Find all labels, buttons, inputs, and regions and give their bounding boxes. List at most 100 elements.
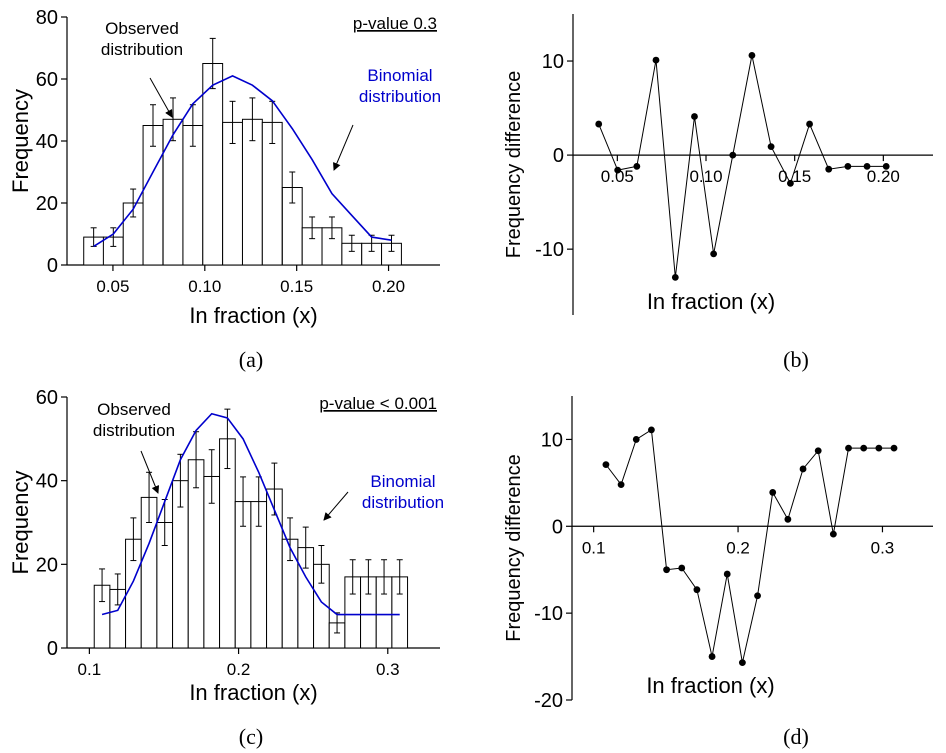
binomial-label-line1: Binomial (367, 66, 432, 85)
difference-point (648, 426, 655, 434)
observed-label-line2: distribution (93, 421, 175, 440)
difference-point (829, 530, 837, 538)
y-tick-label: 0 (47, 638, 58, 660)
difference-point (691, 113, 698, 120)
difference-point (693, 586, 701, 594)
observed-label-line1: Observed (97, 400, 171, 419)
difference-point (671, 273, 679, 281)
observed-label-line2: distribution (101, 40, 183, 59)
x-tick-label: 0.15 (280, 277, 313, 296)
x-tick-label: 0.2 (726, 538, 750, 557)
x-tick-label: 0.3 (871, 538, 895, 557)
x-tick-label: 0.2 (227, 660, 251, 679)
y-tick-label: 10 (541, 429, 563, 451)
x-axis-title: In fraction (x) (189, 303, 317, 328)
y-tick-label: 40 (36, 131, 58, 153)
caption-a: (a) (239, 347, 263, 372)
difference-point (875, 444, 883, 452)
difference-point (825, 165, 833, 173)
difference-point (806, 120, 813, 128)
binomial-label-line2: distribution (359, 87, 441, 106)
binomial-curve (93, 75, 392, 248)
panel-d-chart: -20 -10 0 10 0.1 0.2 0.3 In fraction (x) Frequen… (503, 396, 933, 712)
difference-point (787, 179, 794, 187)
p-value-label: p-value 0.3 (353, 14, 437, 33)
x-tick-label: 0.1 (78, 660, 102, 679)
y-tick-label: -10 (535, 239, 564, 261)
y-tick-label: -20 (534, 690, 563, 712)
binomial-arrow (333, 124, 354, 171)
difference-point (754, 592, 761, 600)
x-tick-label: 0.05 (601, 167, 634, 186)
x-tick-label: 0.3 (376, 660, 400, 679)
difference-point (845, 444, 852, 452)
difference-line (605, 429, 895, 663)
difference-point (814, 447, 822, 455)
difference-point (738, 659, 746, 667)
histogram-bar (219, 438, 236, 649)
x-tick-label: 0.15 (778, 167, 811, 186)
difference-point (723, 570, 731, 578)
y-tick-label: 0 (552, 516, 563, 538)
x-axis-title: In fraction (x) (646, 673, 774, 698)
caption-c: (c) (239, 724, 263, 749)
difference-point (663, 566, 670, 574)
y-tick-label: 80 (36, 7, 58, 29)
binomial-arrow (323, 491, 349, 521)
difference-point (860, 444, 868, 452)
binomial-curve (101, 412, 400, 616)
y-tick-label: 0 (47, 255, 58, 277)
observed-label-line1: Observed (105, 19, 179, 38)
panel-b-chart: -10 0 10 0.05 0.10 0.15 0.20 In fraction (x) Fre… (503, 14, 933, 315)
x-axis-title: In fraction (x) (647, 289, 775, 314)
observed-arrow (149, 77, 173, 118)
y-tick-label: 20 (36, 193, 58, 215)
difference-point (617, 481, 625, 488)
difference-point (784, 515, 792, 523)
x-tick-label: 0.10 (188, 277, 221, 296)
x-tick-label: 0.10 (689, 167, 722, 186)
x-tick-label: 0.1 (582, 538, 606, 557)
panel-a-chart: 0 20 40 60 80 0.05 0.10 0.15 0.20 In fraction (x)… (8, 7, 441, 328)
difference-point (748, 51, 756, 59)
difference-point (844, 162, 852, 170)
y-axis-title: Frequency (8, 471, 33, 575)
y-tick-label: 60 (36, 387, 58, 409)
y-tick-label: 40 (36, 471, 58, 493)
difference-point (632, 436, 640, 443)
x-tick-label: 0.20 (372, 277, 405, 296)
y-tick-label: 60 (36, 69, 58, 91)
difference-point (882, 162, 890, 170)
difference-point (863, 162, 871, 170)
caption-d: (d) (783, 724, 809, 749)
difference-point (769, 489, 777, 496)
y-tick-label: -10 (534, 603, 563, 625)
y-tick-label: 10 (542, 51, 564, 73)
difference-point (708, 653, 716, 660)
y-axis-title: Frequency (8, 89, 33, 193)
y-axis-title: Frequency difference (503, 71, 525, 259)
difference-line (598, 55, 887, 278)
x-axis-title: In fraction (x) (189, 680, 317, 705)
difference-point (799, 465, 807, 473)
difference-point (767, 143, 775, 151)
difference-point (890, 444, 898, 452)
difference-point (595, 120, 603, 128)
observed-arrow (140, 450, 160, 494)
y-tick-label: 0 (553, 145, 564, 167)
difference-point (710, 250, 718, 258)
caption-b: (b) (783, 347, 809, 372)
x-tick-label: 0.05 (96, 277, 129, 296)
difference-point (652, 56, 660, 64)
binomial-label-line2: distribution (362, 493, 444, 512)
difference-point (602, 461, 610, 469)
difference-point (614, 166, 622, 174)
y-tick-label: 20 (36, 554, 58, 576)
p-value-label: p-value < 0.001 (319, 394, 437, 413)
panel-c-chart: 0 20 40 60 0.1 0.2 0.3 In fraction (x) Frequency… (8, 387, 444, 705)
y-axis-title: Frequency difference (503, 454, 525, 642)
x-tick-label: 0.20 (867, 167, 900, 186)
histogram-bar (202, 63, 224, 266)
difference-point (678, 564, 686, 572)
